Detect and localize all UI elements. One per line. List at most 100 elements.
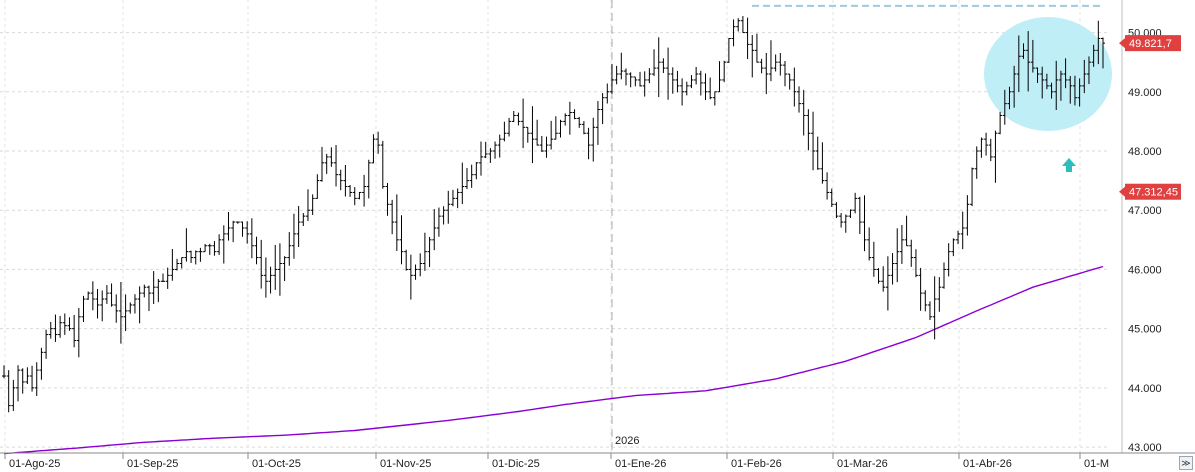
ohlc-bar (301, 213, 306, 226)
ohlc-bar (689, 75, 694, 89)
moving-average-layer (3, 265, 1104, 455)
ohlc-bar (48, 321, 53, 339)
ohlc-bar (507, 117, 512, 137)
ohlc-bar (2, 365, 6, 379)
ohlc-bar (184, 228, 189, 262)
y-tick-label: 49.000 (1128, 87, 1162, 99)
ohlc-bar (885, 256, 890, 311)
last-price-tag-label: 49.821,7 (1129, 38, 1172, 50)
ohlc-bar (661, 58, 666, 74)
ohlc-bar (1063, 58, 1068, 89)
ohlc-bar (535, 119, 540, 146)
ma-value-tag: 47.312,45 (1119, 183, 1181, 200)
x-tick-label: 01-Sep-25 (127, 458, 178, 470)
grid (0, 0, 1110, 453)
moving-average-line (3, 265, 1104, 455)
ohlc-bar (34, 362, 39, 396)
ohlc-bar (801, 89, 806, 136)
ohlc-bar (352, 187, 357, 206)
ohlc-bar (203, 244, 208, 253)
ohlc-bar (862, 195, 867, 252)
y-tick-label: 47.000 (1128, 205, 1162, 217)
ohlc-bar (399, 215, 404, 265)
ohlc-bar (1002, 89, 1007, 125)
ohlc-bar (647, 68, 652, 84)
ohlc-bar (357, 191, 362, 200)
chart-settings-button[interactable]: ≫ (1179, 456, 1193, 470)
ohlc-bar (72, 314, 77, 348)
ohlc-bar (226, 212, 231, 241)
ohlc-bar (488, 148, 493, 163)
ohlc-bar (287, 232, 292, 266)
ohlc-bar (941, 262, 946, 289)
ohlc-bar (320, 146, 325, 182)
ohlc-bar (731, 19, 736, 47)
ohlc-bar (670, 67, 675, 94)
ohlc-bar (754, 33, 759, 63)
ohlc-bar (839, 213, 844, 228)
ohlc-bar (128, 302, 133, 314)
ohlc-bar (100, 290, 105, 322)
ohlc-bar (418, 253, 423, 277)
ohlc-bar (530, 106, 535, 164)
ohlc-bar (956, 230, 961, 245)
ohlc-bar (315, 174, 320, 199)
ohlc-bar (81, 295, 86, 323)
ohlc-bar (867, 227, 872, 261)
x-tick-label: 01-Ago-25 (9, 458, 60, 470)
ohlc-bar (768, 40, 773, 82)
ohlc-bar (151, 271, 156, 304)
x-tick-label: 01-M (1084, 458, 1109, 470)
x-axis: 01-Ago-25 01-Sep-25 01-Oct-25 01-Nov-25 01-D… (0, 452, 1195, 470)
plot-background (0, 0, 1110, 453)
ohlc-bar (1030, 39, 1035, 73)
last-price-tag-box (1125, 35, 1181, 52)
ohlc-bar (680, 78, 685, 106)
ohlc-bar (212, 241, 217, 256)
ohlc-bar (853, 192, 858, 214)
ohlc-bar (778, 52, 783, 76)
ohlc-bar (221, 225, 226, 264)
ohlc-bar (483, 141, 488, 159)
ohlc-bar (988, 138, 993, 162)
ohlc-bar (913, 249, 918, 278)
x-tick-label: 01-Nov-25 (380, 458, 431, 470)
ohlc-bar (539, 135, 544, 152)
ohlc-bar (1068, 76, 1073, 104)
ohlc-bar (521, 98, 526, 149)
ohlc-bar (198, 247, 203, 262)
ohlc-bar (703, 73, 708, 101)
ohlc-bar (343, 164, 348, 197)
ohlc-bar (1026, 31, 1031, 92)
ohlc-bar (600, 93, 605, 125)
ohlc-bar (109, 283, 114, 307)
ohlc-bar (474, 162, 479, 180)
ohlc-bar (656, 37, 661, 98)
ohlc-bar (366, 159, 371, 199)
ohlc-bar (881, 266, 886, 292)
ohlc-bar (296, 206, 301, 248)
ohlc-bar (974, 146, 979, 179)
ohlc-bar (722, 60, 727, 83)
ohlc-bar (652, 49, 657, 77)
ohlc-bar (553, 116, 558, 140)
x-tick-label: 01-Ene-26 (615, 458, 666, 470)
ohlc-bar (712, 91, 717, 106)
ohlc-bar (895, 228, 900, 283)
ohlc-bar (1016, 35, 1021, 93)
ohlc-bar (736, 18, 741, 32)
ohlc-bar (432, 209, 437, 251)
y-tick-label: 43.000 (1128, 442, 1162, 454)
ohlc-bar (918, 267, 923, 311)
ohlc-bar (984, 132, 989, 156)
highlight-circle (984, 17, 1112, 131)
ohlc-bar (726, 37, 731, 63)
ohlc-bar (619, 52, 624, 80)
ohlc-bar (792, 67, 797, 107)
highlight-layer (984, 17, 1112, 131)
ohlc-bar (282, 256, 287, 282)
ohlc-bar (544, 136, 549, 158)
ohlc-bar (362, 174, 367, 207)
ohlc-bar (633, 76, 638, 87)
ohlc-bar (1035, 67, 1040, 83)
